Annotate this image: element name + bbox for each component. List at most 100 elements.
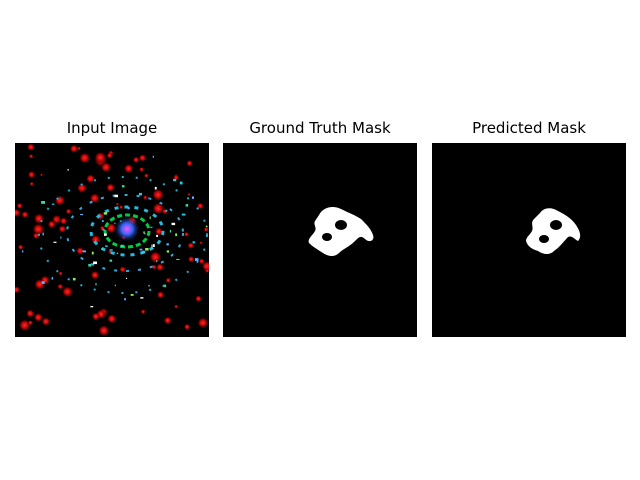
input-texture-dot xyxy=(149,250,162,264)
input-texture-dot xyxy=(123,163,134,174)
input-texture-speck xyxy=(164,284,167,288)
input-texture-speck xyxy=(171,222,176,226)
input-texture-dot xyxy=(29,181,34,186)
input-texture-dot xyxy=(198,258,205,265)
input-texture-dot xyxy=(41,316,51,327)
ground-truth-panel xyxy=(223,143,417,337)
input-texture-dot xyxy=(197,317,209,329)
input-texture-dot xyxy=(59,217,68,225)
input-texture-speck xyxy=(141,250,146,254)
input-texture-dot xyxy=(65,208,72,215)
input-texture-dot xyxy=(17,244,24,250)
input-texture-dot xyxy=(15,208,21,218)
input-texture-speck xyxy=(90,306,94,308)
input-texture-dot xyxy=(51,214,62,225)
input-texture-speck xyxy=(103,212,108,215)
input-texture-speck xyxy=(166,250,170,253)
input-texture-speck xyxy=(166,243,169,246)
input-texture-dot xyxy=(151,188,165,201)
input-texture-dot xyxy=(56,217,60,221)
input-texture-dot xyxy=(140,309,146,315)
input-texture-speck xyxy=(116,252,119,255)
input-texture-speck xyxy=(42,232,44,236)
input-texture-dot xyxy=(151,264,157,270)
input-texture-dot xyxy=(199,241,203,245)
input-texture-speck xyxy=(151,244,153,248)
input-texture-dot xyxy=(187,192,191,196)
input-texture-speck xyxy=(176,258,180,260)
predicted-mask xyxy=(432,143,626,337)
input-texture-speck xyxy=(51,277,54,280)
ground-truth-title: Ground Truth Mask xyxy=(249,119,391,137)
input-texture-speck xyxy=(154,186,157,190)
input-texture-speck xyxy=(101,220,104,222)
input-texture-speck xyxy=(121,185,125,188)
input-texture-dot xyxy=(152,202,165,215)
input-texture-dot xyxy=(69,144,79,154)
input-texture-speck xyxy=(144,232,146,235)
input-texture-dot xyxy=(156,290,165,299)
input-texture-dot xyxy=(77,146,81,151)
input-texture-speck xyxy=(104,233,107,236)
input-texture-speck xyxy=(125,277,128,279)
input-texture-speck xyxy=(192,241,195,244)
input-texture-dot xyxy=(15,285,21,294)
input-texture-dot xyxy=(25,309,35,318)
input-texture-dot xyxy=(142,195,148,200)
input-texture-dot xyxy=(204,268,209,274)
input-texture-dot xyxy=(106,313,117,324)
input-texture-speck xyxy=(195,258,199,261)
input-texture-dot xyxy=(115,202,119,206)
input-texture-speck xyxy=(41,201,45,204)
input-texture-speck xyxy=(179,181,183,185)
input-texture-dot xyxy=(78,152,91,164)
input-texture-dot xyxy=(27,170,36,179)
input-texture-speck xyxy=(145,248,149,251)
input-texture-dot xyxy=(187,241,195,250)
input-texture-dot xyxy=(183,231,190,237)
input-texture-dot xyxy=(27,320,34,326)
input-texture-dot xyxy=(90,270,100,280)
input-texture-speck xyxy=(82,250,86,253)
input-texture-dot xyxy=(91,312,101,321)
input-texture-dot xyxy=(33,278,46,291)
input-texture-dot xyxy=(143,173,149,179)
input-texture-speck xyxy=(95,283,97,286)
input-texture-speck xyxy=(169,229,171,233)
input-texture-dot xyxy=(187,255,195,263)
input-texture-speck xyxy=(121,244,124,248)
input-texture-dot xyxy=(58,271,63,276)
input-texture-dot xyxy=(54,194,66,206)
input-texture-dot xyxy=(28,153,34,159)
input-texture-dot xyxy=(58,225,67,233)
input-texture-speck xyxy=(102,229,105,231)
input-texture-speck xyxy=(114,194,118,198)
input-texture-speck xyxy=(101,248,104,250)
input-texture-speck xyxy=(149,216,151,220)
input-texture-speck xyxy=(22,250,24,253)
predicted-mask-panel xyxy=(432,143,626,337)
input-texture-speck xyxy=(181,213,186,216)
ground-truth-mask xyxy=(223,143,417,337)
input-texture-speck xyxy=(88,263,92,267)
input-texture-dot xyxy=(194,295,203,303)
input-texture-dot xyxy=(138,153,147,162)
input-texture-dot xyxy=(61,285,74,298)
input-texture-dot xyxy=(21,210,29,219)
input-texture-dot xyxy=(183,323,191,331)
input-texture-dot xyxy=(154,227,164,236)
input-texture-speck xyxy=(53,241,57,243)
input-texture-dot xyxy=(186,159,194,167)
input-texture-speck xyxy=(72,277,76,281)
input-texture-speck xyxy=(150,226,153,228)
input-image-title: Input Image xyxy=(66,119,158,137)
input-texture-speck xyxy=(140,297,144,299)
input-texture-dot xyxy=(118,204,124,210)
input-texture-dot xyxy=(174,304,179,309)
input-texture-speck xyxy=(67,169,69,171)
input-texture-dot xyxy=(98,324,110,337)
input-texture-speck xyxy=(41,281,45,284)
input-image xyxy=(15,143,209,337)
input-texture-speck xyxy=(156,260,158,263)
input-texture-speck xyxy=(51,203,55,205)
